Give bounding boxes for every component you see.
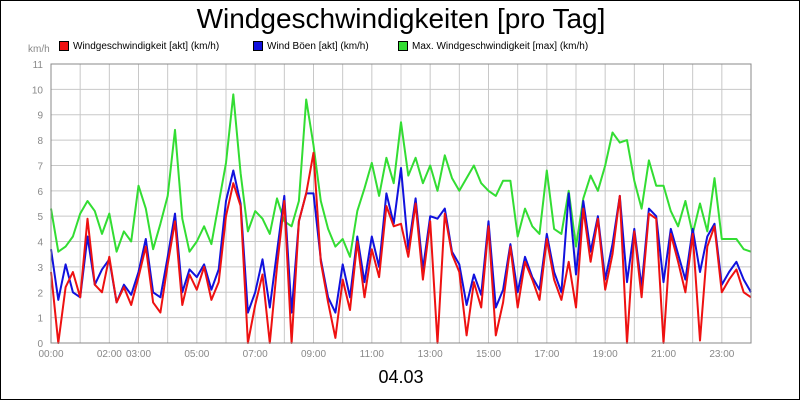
date-label: 04.03 bbox=[378, 367, 424, 387]
x-tick-label: 19:00 bbox=[593, 349, 618, 360]
legend-swatch-red bbox=[59, 41, 69, 51]
y-tick-label: 11 bbox=[33, 60, 44, 71]
series-line-windgeschwindigkeit bbox=[50, 151, 752, 344]
x-tick-label: 07:00 bbox=[243, 349, 268, 360]
x-tick-label: 21:00 bbox=[651, 349, 676, 360]
y-tick-label: 8 bbox=[37, 136, 43, 147]
y-tick-label: 2 bbox=[37, 288, 43, 299]
x-tick-label: 05:00 bbox=[184, 349, 209, 360]
y-tick-label: 5 bbox=[37, 212, 43, 223]
x-tick-label: 23:00 bbox=[709, 349, 734, 360]
y-tick-label: 4 bbox=[37, 238, 43, 249]
y-axis-unit-label: km/h bbox=[28, 44, 50, 55]
y-tick-label: 7 bbox=[37, 161, 43, 172]
x-tick-label: 13:00 bbox=[418, 349, 443, 360]
series-line-max-windgeschwindigkeit bbox=[50, 93, 752, 258]
legend-item-wind-boeen: Wind Böen [akt] (km/h) bbox=[253, 39, 369, 53]
x-tick-label: 03:00 bbox=[126, 349, 151, 360]
y-tick-label: 9 bbox=[37, 111, 43, 122]
y-tick-label: 10 bbox=[32, 85, 44, 96]
plot-border bbox=[50, 63, 752, 344]
x-tick-label: 09:00 bbox=[301, 349, 326, 360]
y-tick-label: 1 bbox=[37, 314, 43, 325]
y-tick-label: 0 bbox=[37, 339, 43, 350]
x-tick-label: 02:00 bbox=[97, 349, 122, 360]
y-tick-label: 3 bbox=[37, 263, 43, 274]
legend-swatch-green bbox=[398, 41, 408, 51]
y-tick-label: 6 bbox=[37, 187, 43, 198]
legend-label: Wind Böen [akt] (km/h) bbox=[267, 40, 369, 52]
series-line-wind-boeen bbox=[50, 167, 752, 314]
legend-label: Max. Windgeschwindigkeit [max] (km/h) bbox=[412, 40, 589, 52]
x-tick-label: 00:00 bbox=[38, 349, 63, 360]
legend-item-max-windgeschwindigkeit: Max. Windgeschwindigkeit [max] (km/h) bbox=[398, 39, 588, 53]
legend-label: Windgeschwindigkeit [akt] (km/h) bbox=[73, 40, 220, 52]
x-tick-label: 11:00 bbox=[360, 349, 385, 360]
x-tick-label: 17:00 bbox=[534, 349, 559, 360]
legend-swatch-blue bbox=[253, 41, 263, 51]
chart-title: Windgeschwindigkeiten [pro Tag] bbox=[196, 3, 606, 34]
x-tick-label: 15:00 bbox=[476, 349, 501, 360]
legend-item-windgeschwindigkeit: Windgeschwindigkeit [akt] (km/h) bbox=[59, 39, 219, 53]
